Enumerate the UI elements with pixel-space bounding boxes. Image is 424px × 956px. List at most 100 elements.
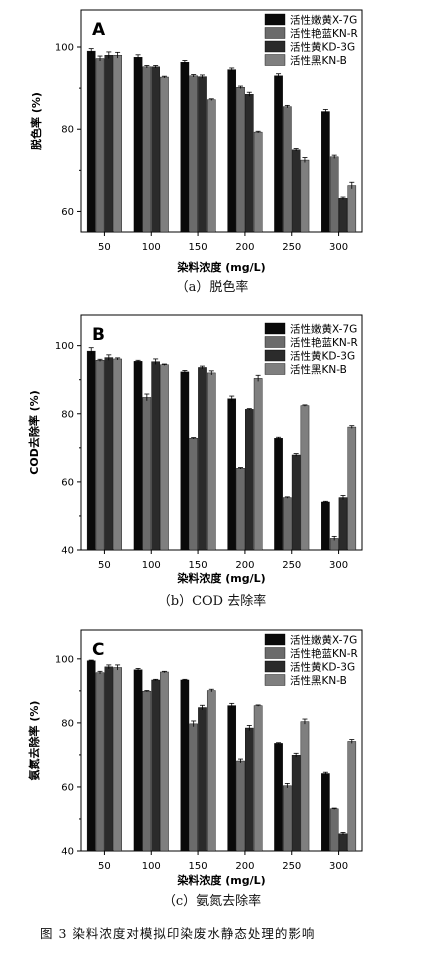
bar: [274, 743, 283, 852]
bar: [151, 679, 160, 852]
panel-label: B: [92, 325, 105, 345]
legend-label: 活性黑KN-B: [290, 54, 347, 67]
x-tick-label: 50: [98, 861, 111, 872]
bar: [133, 361, 143, 551]
bar: [86, 660, 96, 852]
x-tick-label: 250: [282, 242, 301, 253]
bar: [86, 50, 96, 233]
y-axis-label: 脱色率 (%): [29, 92, 43, 150]
legend-swatch: [264, 660, 286, 673]
legend-label: 活性艳蓝KN-R: [290, 336, 358, 349]
bar: [253, 705, 263, 852]
bar: [151, 66, 160, 233]
chart-panel-b: 40 60 80 100 50 100 150 200 250 300 B 染料浓度 (mg/L) CO…: [27, 314, 363, 585]
bar: [291, 149, 301, 233]
figure-caption: 图 3 染料浓度对模拟印染废水静态处理的影响: [40, 926, 316, 941]
bar: [180, 62, 190, 233]
y-tick-label: 100: [55, 654, 74, 665]
bar: [329, 156, 339, 233]
legend-swatch: [264, 336, 286, 348]
bar: [113, 667, 122, 852]
bar: [198, 367, 207, 551]
plot-frame: [80, 9, 363, 233]
legend-swatch: [264, 674, 286, 686]
y-tick-label: 60: [61, 477, 74, 488]
bar: [321, 773, 330, 852]
x-tick-label: 250: [282, 861, 301, 872]
bar: [245, 727, 254, 852]
y-axis-label: 氨氮去除率 (%): [27, 701, 41, 781]
bar: [283, 785, 292, 852]
bar: [300, 405, 310, 551]
legend-swatch: [264, 633, 286, 646]
caption-a: （a）脱色率: [175, 280, 249, 295]
bar: [245, 409, 254, 551]
bar: [245, 94, 254, 233]
panel-label: C: [92, 640, 104, 660]
bar: [338, 497, 348, 551]
x-tick-label: 150: [189, 560, 208, 571]
legend-label: 活性黑KN-B: [290, 674, 347, 687]
bar: [86, 350, 96, 551]
plot-frame: [80, 314, 363, 551]
bar: [133, 57, 143, 233]
bar: [142, 66, 152, 233]
bar: [198, 76, 207, 233]
bar: [227, 69, 237, 233]
y-tick-label: 100: [55, 43, 74, 54]
bar: [113, 358, 122, 551]
bar: [151, 361, 160, 551]
bar: [160, 364, 169, 551]
chart-panel-a: 60 80 100 50 100 150 200 250 300 A 染料浓度 (mg/L) 脱色率 …: [29, 9, 363, 274]
bar: [300, 721, 310, 852]
y-tick-label: 40: [61, 847, 74, 858]
bar: [347, 741, 357, 852]
legend-swatch: [264, 322, 286, 335]
legend-swatch: [264, 54, 286, 66]
legend-label: 活性黄KD-3G: [290, 41, 355, 54]
bar: [253, 378, 263, 551]
x-axis-label: 染料浓度 (mg/L): [177, 873, 265, 887]
bar: [236, 87, 245, 233]
x-tick-label: 150: [189, 861, 208, 872]
panel-label: A: [92, 20, 106, 40]
y-tick-label: 40: [61, 546, 74, 557]
bar: [227, 705, 237, 852]
legend-label: 活性嫩黄X-7G: [290, 634, 357, 647]
y-tick-label: 80: [61, 409, 74, 420]
bar: [236, 760, 245, 852]
bar: [180, 679, 190, 852]
x-tick-label: 250: [282, 560, 301, 571]
bar: [142, 690, 152, 852]
legend-label: 活性艳蓝KN-R: [290, 27, 358, 40]
x-axis-label: 染料浓度 (mg/L): [177, 260, 265, 274]
bar: [236, 468, 245, 551]
bar: [95, 360, 105, 551]
bar: [338, 833, 348, 852]
legend-swatch: [264, 647, 286, 659]
bar: [113, 55, 122, 233]
x-tick-label: 100: [142, 560, 161, 571]
legend-label: 活性黄KD-3G: [290, 350, 355, 363]
x-tick-label: 150: [189, 242, 208, 253]
bar: [274, 75, 283, 233]
bar: [104, 666, 114, 852]
x-axis-label: 染料浓度 (mg/L): [177, 571, 265, 585]
bar: [283, 106, 292, 233]
bar: [189, 75, 198, 233]
bar: [104, 357, 114, 551]
bar: [206, 690, 216, 852]
legend-swatch: [264, 13, 286, 26]
legend-swatch: [264, 27, 286, 39]
x-tick-label: 100: [142, 861, 161, 872]
bar: [206, 99, 216, 233]
x-tick-label: 300: [329, 861, 348, 872]
bar: [95, 672, 105, 852]
bar: [189, 723, 198, 852]
legend-label: 活性黄KD-3G: [290, 661, 355, 674]
bar: [253, 131, 263, 233]
bar: [283, 497, 292, 551]
bar: [227, 398, 237, 551]
bar: [291, 755, 301, 852]
bar: [347, 426, 357, 551]
